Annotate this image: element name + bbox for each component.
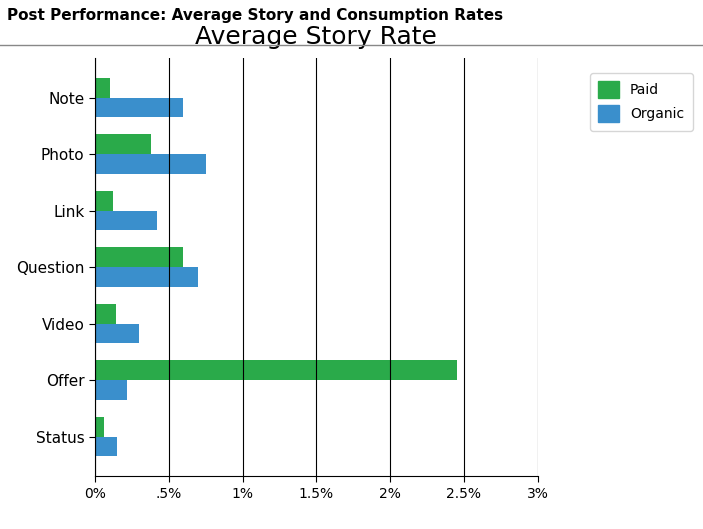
Bar [95,134,151,154]
Bar [95,248,183,267]
Bar [95,436,117,457]
Bar [95,360,457,380]
Bar [95,98,183,117]
Bar [95,154,206,174]
Bar [95,380,127,400]
Bar [95,191,112,211]
Text: Post Performance: Average Story and Consumption Rates: Post Performance: Average Story and Cons… [7,8,503,23]
Bar [95,324,139,343]
Bar [95,304,115,324]
Bar [95,211,157,231]
Legend: Paid, Organic: Paid, Organic [590,73,692,131]
Bar [95,417,104,436]
Title: Average Story Rate: Average Story Rate [195,25,437,49]
Bar [95,78,110,98]
Bar [95,267,198,287]
